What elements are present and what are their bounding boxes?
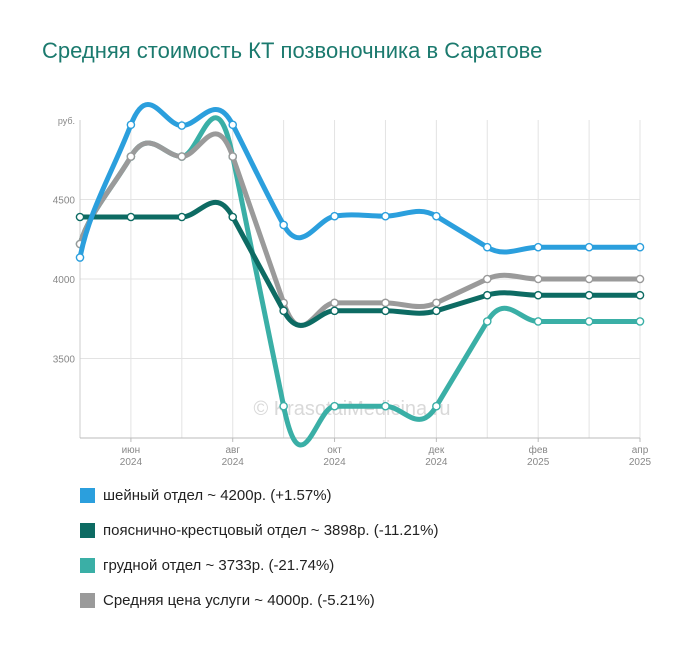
y-axis-unit: руб.	[58, 116, 75, 126]
data-point	[75, 253, 85, 262]
data-point	[584, 317, 594, 326]
series-layer	[75, 102, 645, 448]
x-tick-label: дек	[428, 445, 444, 456]
data-point	[279, 401, 288, 411]
data-point	[228, 152, 238, 161]
x-tick-year: 2024	[425, 457, 448, 468]
chart-title: Средняя стоимость КТ позвоночника в Сара…	[42, 38, 543, 63]
x-tick-year: 2025	[629, 457, 652, 468]
legend-swatch	[80, 487, 95, 503]
data-point	[279, 220, 288, 230]
data-point	[635, 290, 645, 300]
data-point	[584, 274, 594, 284]
legend-item[interactable]: пояснично-крестцовый отдел ~ 3898р. (-11…	[80, 518, 640, 542]
data-point	[584, 242, 594, 252]
data-point	[279, 306, 288, 316]
data-point	[381, 401, 390, 411]
data-point	[432, 298, 441, 308]
data-point	[584, 290, 594, 300]
x-tick-year: 2025	[527, 457, 550, 468]
x-tick-label: фев	[529, 444, 548, 456]
data-point	[533, 290, 543, 300]
data-point	[482, 242, 492, 252]
series-1	[75, 200, 645, 328]
data-point	[482, 274, 492, 284]
data-point	[126, 152, 136, 161]
data-point	[228, 212, 238, 222]
series-line	[77, 102, 643, 261]
data-point	[126, 120, 136, 130]
legend-swatch	[80, 522, 95, 538]
x-tick-label: окт	[327, 445, 342, 456]
data-point	[381, 211, 390, 221]
data-point	[533, 274, 543, 284]
legend-label: грудной отдел ~ 3733р. (-21.74%)	[103, 556, 335, 574]
legend-item[interactable]: шейный отдел ~ 4200р. (+1.57%)	[80, 483, 640, 507]
data-point	[330, 306, 339, 316]
legend-label: Средняя цена услуги ~ 4000р. (-5.21%)	[103, 591, 375, 609]
data-point	[432, 306, 441, 316]
data-point	[381, 306, 390, 316]
x-tick-label: июн	[122, 445, 141, 456]
legend-label: шейный отдел ~ 4200р. (+1.57%)	[103, 486, 332, 504]
series-0	[75, 102, 645, 262]
data-point	[330, 298, 339, 308]
legend-swatch	[80, 592, 95, 608]
y-tick-label: 4500	[53, 196, 76, 207]
x-tick-year: 2024	[120, 457, 143, 468]
data-point	[432, 211, 441, 221]
axes: 350040004500руб.июн2024авг2024окт2024дек…	[53, 116, 652, 468]
data-point	[635, 317, 645, 326]
data-point	[381, 298, 390, 308]
x-tick-year: 2024	[222, 457, 245, 468]
data-point	[126, 212, 136, 222]
y-tick-label: 3500	[53, 355, 76, 366]
legend: шейный отдел ~ 4200р. (+1.57%) пояснично…	[80, 483, 640, 623]
data-point	[432, 401, 441, 411]
data-point	[177, 121, 187, 130]
data-point	[635, 242, 645, 252]
data-point	[330, 211, 339, 221]
data-point	[177, 152, 187, 161]
legend-item[interactable]: грудной отдел ~ 3733р. (-21.74%)	[80, 553, 640, 577]
x-tick-label: апр	[632, 445, 649, 456]
data-point	[482, 317, 492, 326]
legend-item[interactable]: Средняя цена услуги ~ 4000р. (-5.21%)	[80, 588, 640, 612]
x-tick-year: 2024	[323, 457, 346, 468]
data-point	[635, 274, 645, 284]
data-point	[482, 290, 492, 300]
legend-swatch	[80, 557, 95, 573]
data-point	[177, 212, 187, 222]
data-point	[533, 317, 543, 326]
data-point	[533, 242, 543, 252]
series-line	[77, 200, 643, 328]
x-tick-label: авг	[225, 445, 240, 456]
y-tick-label: 4000	[53, 275, 76, 286]
data-point	[75, 212, 85, 222]
legend-label: пояснично-крестцовый отдел ~ 3898р. (-11…	[103, 521, 439, 539]
data-point	[330, 401, 339, 411]
data-point	[228, 120, 238, 130]
